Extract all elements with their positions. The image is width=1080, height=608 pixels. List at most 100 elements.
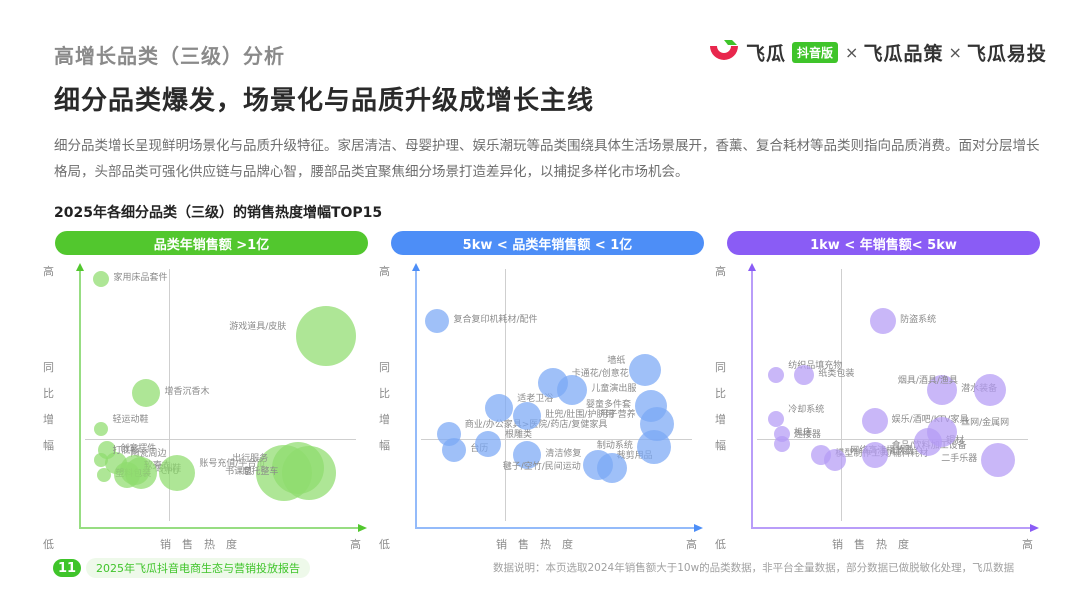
y-axis-title: 同比增幅 bbox=[715, 359, 726, 453]
bubble-label: 陶瓷周边 bbox=[130, 448, 167, 459]
data-bubble[interactable] bbox=[981, 442, 1016, 477]
data-bubble[interactable] bbox=[773, 436, 790, 453]
bubble-label: 毽子/空竹/民间运动 bbox=[502, 461, 581, 472]
description-text: 细分品类增长呈现鲜明场景化与品质升级特征。家居清洁、母婴护理、娱乐潮玩等品类围绕… bbox=[54, 138, 1040, 180]
quadrant-divider-vertical bbox=[168, 269, 170, 521]
brand-name-pince: 飞瓜品策 bbox=[863, 42, 944, 65]
bubble-label: 卡通花/创意花 bbox=[571, 368, 629, 379]
y-axis-arrow-icon bbox=[412, 263, 420, 271]
data-bubble[interactable] bbox=[870, 307, 897, 334]
data-bubble[interactable] bbox=[124, 456, 157, 489]
data-bubble[interactable] bbox=[636, 430, 671, 465]
bubble-label: 冷却系统 bbox=[788, 404, 825, 415]
data-bubble[interactable] bbox=[94, 452, 109, 467]
data-bubble[interactable] bbox=[97, 468, 112, 483]
douyin-badge: 抖音版 bbox=[792, 41, 839, 63]
bubble-label: 书课包 bbox=[225, 466, 253, 477]
x-axis-high-label: 高 bbox=[1022, 538, 1033, 551]
panel-header: 1kw < 年销售额< 5kw bbox=[727, 231, 1040, 255]
bubble-label: 根雕类 bbox=[505, 430, 533, 441]
x-axis-low-label: 低 bbox=[43, 538, 54, 551]
y-axis-arrow-icon bbox=[76, 263, 84, 271]
bubble-label: 铜材 bbox=[946, 435, 965, 446]
x-axis bbox=[415, 527, 696, 529]
data-bubble[interactable] bbox=[794, 364, 815, 385]
data-bubble[interactable] bbox=[557, 375, 588, 406]
section-title: 高增长品类（三级）分析 bbox=[54, 44, 285, 68]
bubble-label: 裁剪用品 bbox=[616, 451, 653, 462]
x-axis-title: 销售热度 bbox=[496, 538, 584, 551]
y-axis-title-char: 增 bbox=[43, 413, 54, 426]
x-axis-high-label: 高 bbox=[350, 538, 361, 551]
data-bubble[interactable] bbox=[282, 445, 337, 500]
bubble-chart-panel-10m-50m: 1kw < 年销售额< 5kw 高同比增幅低销售热度高防盗系统 纺织品填充物 纸类包装… bbox=[715, 231, 1040, 556]
y-axis-title-char: 幅 bbox=[43, 439, 54, 452]
feigua-logo-icon bbox=[706, 38, 742, 66]
data-bubble[interactable] bbox=[425, 308, 450, 333]
bubble-label: 轻运动鞋 bbox=[112, 414, 149, 425]
data-bubble[interactable] bbox=[296, 306, 357, 367]
plot-area: 高同比增幅低销售热度高复合复印机耗材/配件商业/办公家具>医院/药店/复健家具台… bbox=[379, 255, 704, 556]
y-axis-title-char: 比 bbox=[379, 387, 390, 400]
x-axis-title: 销售热度 bbox=[160, 538, 248, 551]
quadrant-divider-horizontal bbox=[85, 439, 356, 441]
y-axis-title-char: 比 bbox=[43, 387, 54, 400]
y-axis-title-char: 幅 bbox=[379, 439, 390, 452]
data-bubble[interactable] bbox=[768, 410, 785, 427]
page-number: 11 bbox=[53, 559, 81, 577]
bubble-label: 摩托整车 bbox=[242, 466, 279, 477]
y-axis bbox=[415, 269, 417, 527]
bubble-label: 婴童多件套 bbox=[586, 399, 632, 410]
data-bubble[interactable] bbox=[132, 378, 161, 407]
x-axis-low-label: 低 bbox=[379, 538, 390, 551]
data-bubble[interactable] bbox=[475, 431, 502, 458]
bubble-label: 丝网/金属网 bbox=[961, 417, 1010, 428]
data-bubble[interactable] bbox=[629, 353, 662, 386]
data-bubble[interactable] bbox=[861, 408, 888, 435]
bubble-label: 账号充值/平台币 bbox=[199, 458, 266, 469]
data-bubble[interactable] bbox=[442, 437, 467, 462]
x-axis bbox=[751, 527, 1032, 529]
data-bubble[interactable] bbox=[485, 394, 514, 423]
data-bubble[interactable] bbox=[927, 416, 958, 447]
bubble-label: 墙纸 bbox=[607, 355, 626, 366]
bubble-label: 连接器 bbox=[793, 430, 821, 441]
quadrant-divider-vertical bbox=[840, 269, 842, 521]
data-bubble[interactable] bbox=[768, 366, 785, 383]
y-axis-title-char: 幅 bbox=[715, 439, 726, 452]
data-bubble[interactable] bbox=[513, 440, 542, 469]
data-bubble[interactable] bbox=[94, 421, 109, 436]
data-bubble[interactable] bbox=[596, 452, 627, 483]
y-axis-title-char: 同 bbox=[715, 361, 726, 374]
bubble-label: 二手乐器 bbox=[941, 453, 978, 464]
quadrant-divider-horizontal bbox=[421, 439, 692, 441]
plot-area: 高同比增幅低销售热度高防盗系统纺织品填充物纸类包装冷却系统机床连接器模型制作工具… bbox=[715, 255, 1040, 556]
data-bubble[interactable] bbox=[861, 441, 888, 468]
brand-name-feigua: 飞瓜 bbox=[746, 42, 787, 65]
data-bubble[interactable] bbox=[927, 375, 958, 406]
data-bubble[interactable] bbox=[159, 454, 196, 491]
y-axis-high-label: 高 bbox=[715, 265, 726, 278]
y-axis bbox=[79, 269, 81, 527]
bubble-label: 儿童演出服 bbox=[591, 384, 637, 395]
separator-x: × bbox=[948, 42, 962, 62]
y-axis-title: 同比增幅 bbox=[43, 359, 54, 453]
y-axis-title-char: 增 bbox=[715, 413, 726, 426]
data-bubble[interactable] bbox=[93, 271, 110, 288]
chart-section-title: 2025年各细分品类（三级）的销售热度增幅TOP15 bbox=[54, 205, 383, 221]
data-bubble[interactable] bbox=[824, 448, 847, 471]
y-axis-arrow-icon bbox=[748, 263, 756, 271]
data-bubble[interactable] bbox=[513, 402, 542, 431]
y-axis bbox=[751, 269, 753, 527]
bubble-label: 肚兜/肚围/护脐带 bbox=[545, 410, 615, 421]
bubble-label: 软壳衣 bbox=[143, 461, 171, 472]
y-axis-title: 同比增幅 bbox=[379, 359, 390, 453]
brand-name-yitou: 飞瓜易投 bbox=[966, 42, 1047, 65]
panel-header: 5kw < 品类年销售额 < 1亿 bbox=[391, 231, 704, 255]
data-bubble[interactable] bbox=[973, 374, 1006, 407]
bubble-label: 打底衫 bbox=[112, 445, 140, 456]
panel-header: 品类年销售额 >1亿 bbox=[55, 231, 368, 255]
bubble-label: 家用床品套件 bbox=[113, 273, 168, 284]
bubble-label: 娱乐/酒吧/KTV家具 bbox=[891, 415, 969, 426]
data-note: 数据说明：本页选取2024年销售额大于10w的品类数据，非平台全量数据，部分数据… bbox=[493, 562, 1015, 574]
